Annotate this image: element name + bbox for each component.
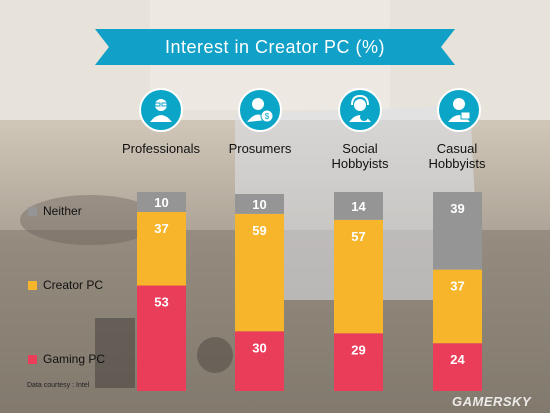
data-label-social-hobbyists-creator-pc: 57 <box>351 229 365 244</box>
bar-segment-casual-hobbyists-creator-pc <box>433 269 482 344</box>
data-label-social-hobbyists-neither: 14 <box>351 199 366 214</box>
bar-segment-social-hobbyists-gaming-pc <box>334 333 383 391</box>
bar-segment-prosumers-neither <box>235 193 284 214</box>
bar-segment-social-hobbyists-neither <box>334 192 383 220</box>
bar-segment-professionals-neither <box>137 192 186 212</box>
bar-segment-professionals-gaming-pc <box>137 285 186 391</box>
legend-item-gaming-pc: Gaming PC <box>28 352 105 366</box>
data-label-casual-hobbyists-neither: 39 <box>450 201 464 216</box>
category-label-social-hobbyists: Social Hobbyists <box>331 141 389 171</box>
bar-segment-social-hobbyists-creator-pc <box>334 219 383 334</box>
prosumer-icon: $ <box>238 88 282 132</box>
chart-title: Interest in Creator PC (%) <box>164 37 386 57</box>
data-label-social-hobbyists-gaming-pc: 29 <box>351 342 365 357</box>
category-label-casual-hobbyists: Casual Hobbyists <box>428 141 486 171</box>
data-label-prosumers-neither: 10 <box>252 197 266 212</box>
data-source-note: Data courtesy : Intel <box>27 382 90 389</box>
bar-segment-prosumers-gaming-pc <box>235 331 284 391</box>
data-label-casual-hobbyists-gaming-pc: 24 <box>450 352 465 367</box>
legend-label-creator-pc: Creator PC <box>43 278 104 292</box>
legend-label-neither: Neither <box>43 204 82 218</box>
svg-text:$: $ <box>265 112 270 121</box>
data-label-prosumers-gaming-pc: 30 <box>252 340 266 355</box>
bar-segment-casual-hobbyists-gaming-pc <box>433 343 482 391</box>
data-label-professionals-gaming-pc: 53 <box>154 295 168 310</box>
category-label-prosumers: Prosumers <box>228 141 292 156</box>
legend-swatch-neither <box>28 206 37 216</box>
data-label-prosumers-creator-pc: 59 <box>252 223 266 238</box>
watermark-logo: GAMERSKY <box>452 394 532 409</box>
data-label-professionals-neither: 10 <box>154 195 168 210</box>
legend-swatch-creator-pc <box>28 280 37 290</box>
casual-hobbyist-icon <box>437 88 481 132</box>
data-label-professionals-creator-pc: 37 <box>154 221 168 236</box>
legend-item-creator-pc: Creator PC <box>28 278 103 292</box>
social-hobbyist-icon <box>338 88 382 132</box>
title-banner: Interest in Creator PC (%) <box>95 29 455 65</box>
bar-segment-prosumers-creator-pc <box>235 213 284 332</box>
data-label-casual-hobbyists-creator-pc: 37 <box>450 279 464 294</box>
legend-item-neither: Neither <box>28 204 82 218</box>
bar-segment-casual-hobbyists-neither <box>433 192 482 270</box>
legend-label-gaming-pc: Gaming PC <box>43 352 106 366</box>
bar-segment-professionals-creator-pc <box>137 211 186 286</box>
legend-swatch-gaming-pc <box>28 354 37 364</box>
professional-icon <box>139 88 183 132</box>
category-label-professionals: Professionals <box>121 141 201 156</box>
